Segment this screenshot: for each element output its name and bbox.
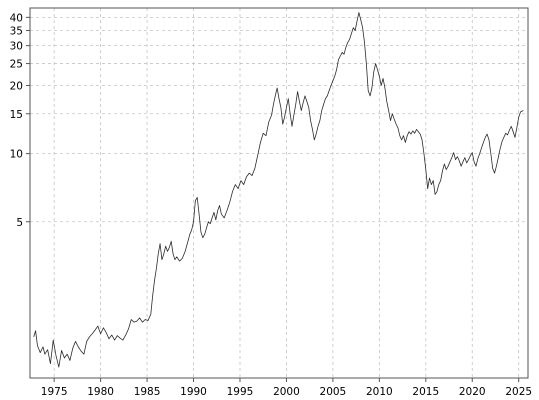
gridlines bbox=[30, 8, 528, 378]
x-tick-label-2005: 2005 bbox=[320, 386, 347, 398]
x-tick-label-1990: 1990 bbox=[180, 386, 207, 398]
y-tick-label-35: 35 bbox=[10, 25, 23, 37]
x-tick-label-2015: 2015 bbox=[412, 386, 439, 398]
y-tick-label-5: 5 bbox=[16, 217, 23, 229]
plot-frame bbox=[29, 7, 529, 379]
x-tick-label-1985: 1985 bbox=[134, 386, 161, 398]
y-tick-label-20: 20 bbox=[10, 80, 23, 92]
y-tick-label-25: 25 bbox=[10, 59, 23, 71]
x-tick-label-2000: 2000 bbox=[273, 386, 300, 398]
y-tick-label-15: 15 bbox=[10, 109, 23, 121]
x-tick-label-1995: 1995 bbox=[227, 386, 254, 398]
x-tick-label-1980: 1980 bbox=[87, 386, 114, 398]
x-tick-label-1975: 1975 bbox=[41, 386, 68, 398]
x-axis: 1975 1980 1985 1990 1995 2000 2005 2010 2015 2020… bbox=[41, 378, 532, 398]
x-tick-label-2020: 2020 bbox=[459, 386, 486, 398]
y-tick-label-10: 10 bbox=[10, 149, 23, 161]
x-tick-label-2010: 2010 bbox=[366, 386, 393, 398]
y-tick-label-40: 40 bbox=[10, 12, 23, 24]
series-line-0 bbox=[33, 12, 524, 368]
x-tick-label-2025: 2025 bbox=[505, 386, 532, 398]
y-tick-label-30: 30 bbox=[10, 41, 23, 53]
series-layer bbox=[33, 12, 524, 368]
